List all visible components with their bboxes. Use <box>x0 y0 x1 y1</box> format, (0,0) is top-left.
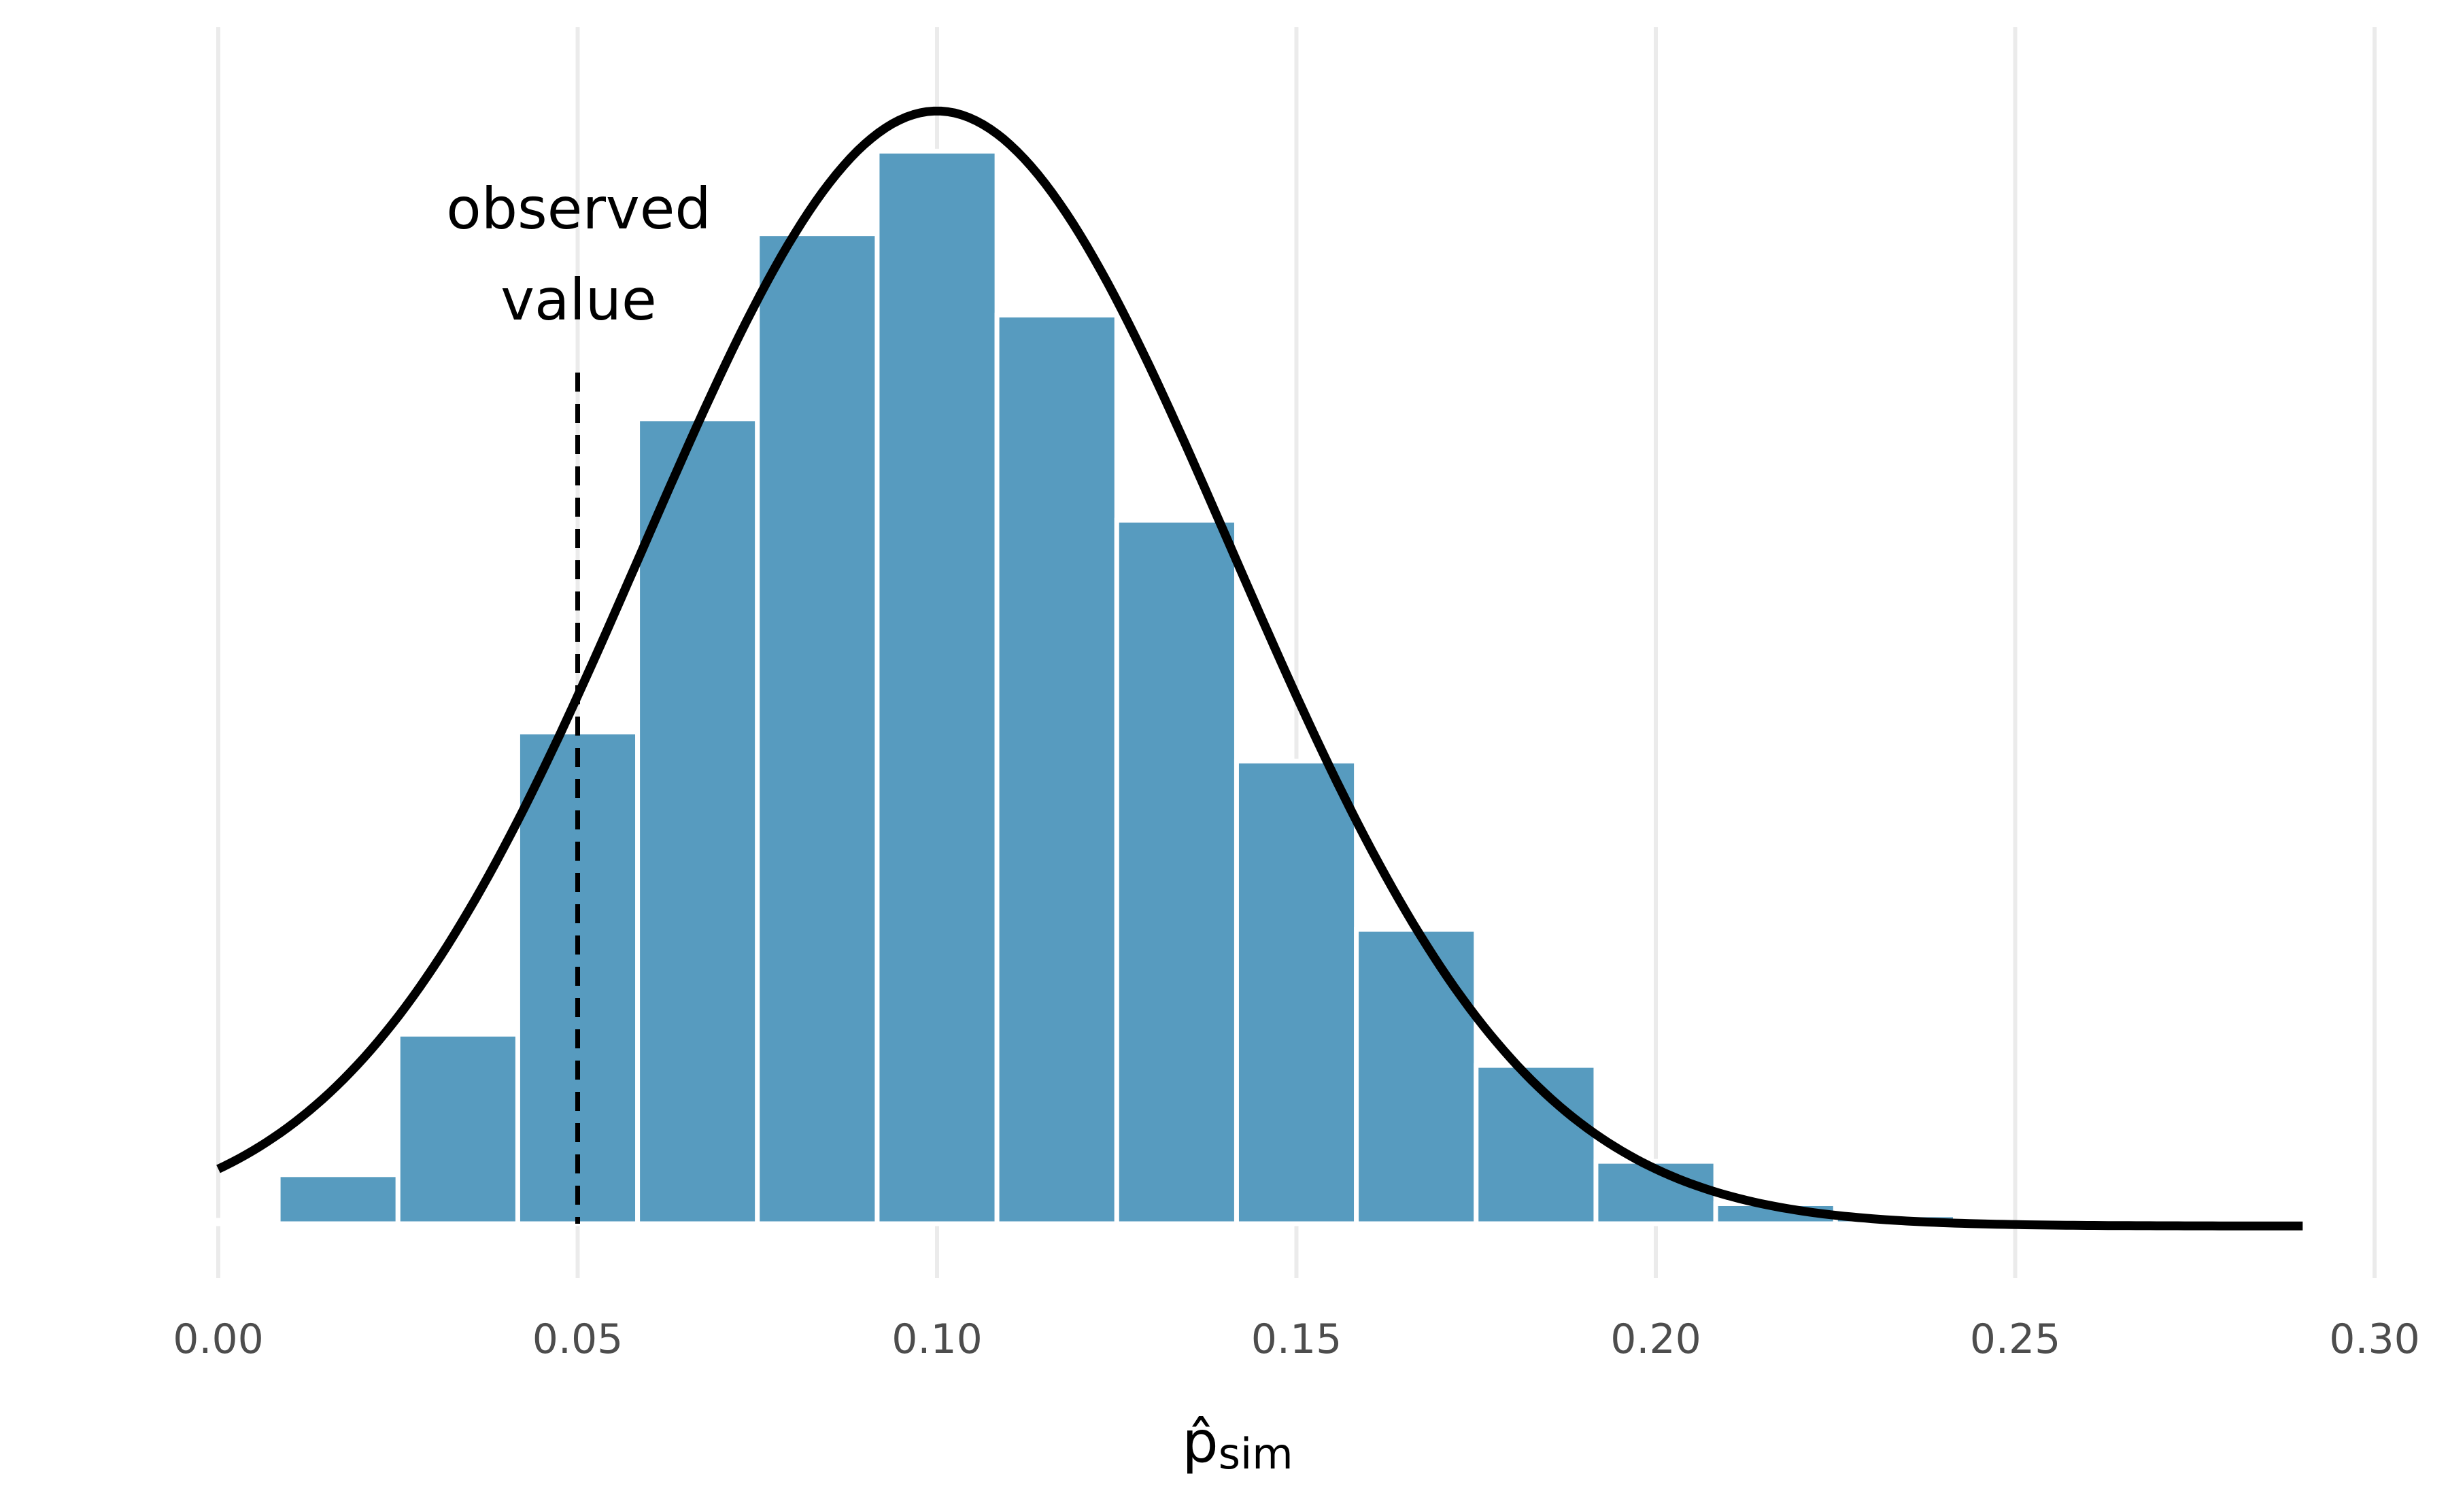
x-axis-title-main: p̂ <box>1182 1409 1218 1475</box>
histogram-bar <box>1354 927 1479 1226</box>
normal-curve <box>216 106 2303 1231</box>
histogram-bar <box>994 312 1119 1226</box>
x-tick-label: 0.10 <box>891 1316 983 1363</box>
histogram-bar <box>755 231 880 1226</box>
histogram-bar <box>156 1218 281 1226</box>
histogram-bar <box>635 416 760 1226</box>
histogram-bars <box>156 148 1958 1226</box>
annotation-observed: observed <box>446 175 711 242</box>
x-tick-label: 0.00 <box>173 1316 264 1363</box>
histogram-bar <box>1474 1063 1599 1226</box>
histogram-bar <box>275 1172 401 1226</box>
x-tick-label: 0.30 <box>2329 1316 2420 1363</box>
x-tick-label: 0.15 <box>1251 1316 1342 1363</box>
annotation-value: value <box>500 267 656 333</box>
histogram-bar <box>874 148 1000 1226</box>
x-axis-title-subscript: sim <box>1219 1429 1293 1479</box>
x-axis-ticks: 0.00 0.05 0.10 0.15 0.20 0.25 0.30 <box>173 1316 2420 1363</box>
x-tick-label: 0.05 <box>532 1316 624 1363</box>
normal-curve-layer <box>216 106 2303 1231</box>
histogram-bar <box>395 1031 520 1226</box>
x-axis-title: p̂sim <box>1182 1409 1293 1479</box>
x-tick-label: 0.20 <box>1610 1316 1701 1363</box>
histogram-bar <box>1114 517 1239 1226</box>
annotation-layer: observed value <box>446 175 711 333</box>
histogram-bar <box>1234 758 1359 1226</box>
x-tick-label: 0.25 <box>1970 1316 2061 1363</box>
